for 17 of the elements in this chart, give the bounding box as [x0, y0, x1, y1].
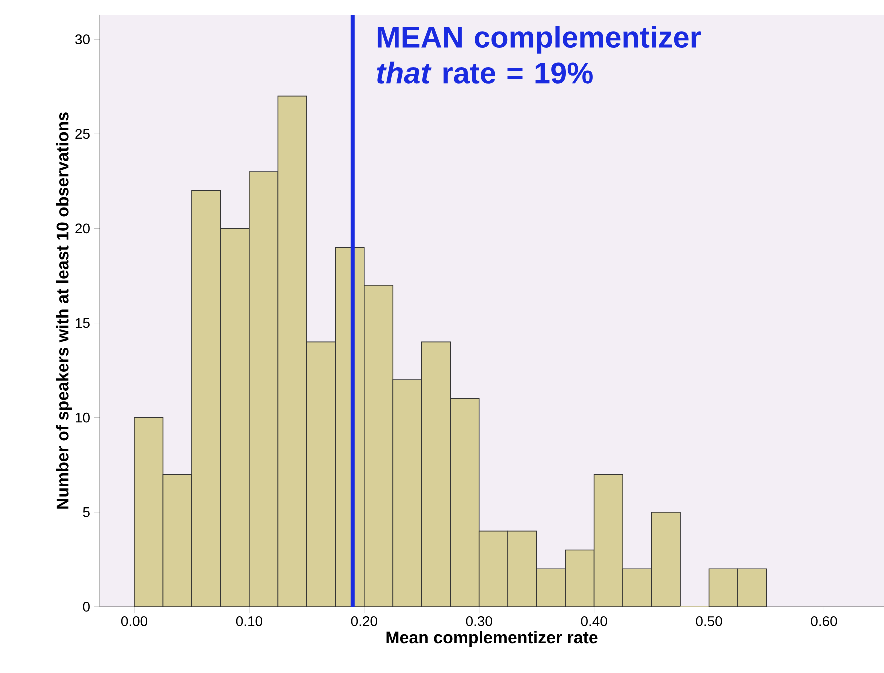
x-tick-label: 0.50	[696, 616, 722, 626]
x-axis-title: Mean complementizer rate	[386, 631, 598, 648]
x-tick-label: 0.40	[581, 616, 608, 626]
ref-line-label: MEAN complementizer that rate = 19%	[377, 26, 702, 84]
x-tick-label: 0.00	[121, 616, 148, 626]
x-tick-label: 0.30	[466, 616, 492, 626]
y-tick-label: 20	[76, 224, 90, 234]
y-tick-label: 30	[76, 34, 90, 45]
y-tick-label: 15	[76, 318, 90, 328]
x-tick-label: 0.10	[236, 616, 262, 626]
y-tick-label: 10	[76, 412, 90, 423]
y-tick-label: 5	[83, 508, 90, 518]
y-tick-label: 25	[76, 129, 90, 140]
x-tick-label: 0.60	[811, 616, 838, 626]
y-tick-label: 0	[83, 602, 90, 612]
y-axis-title: Number of speakers with at least 10 observations	[56, 112, 72, 509]
x-tick-label: 0.20	[351, 616, 378, 626]
